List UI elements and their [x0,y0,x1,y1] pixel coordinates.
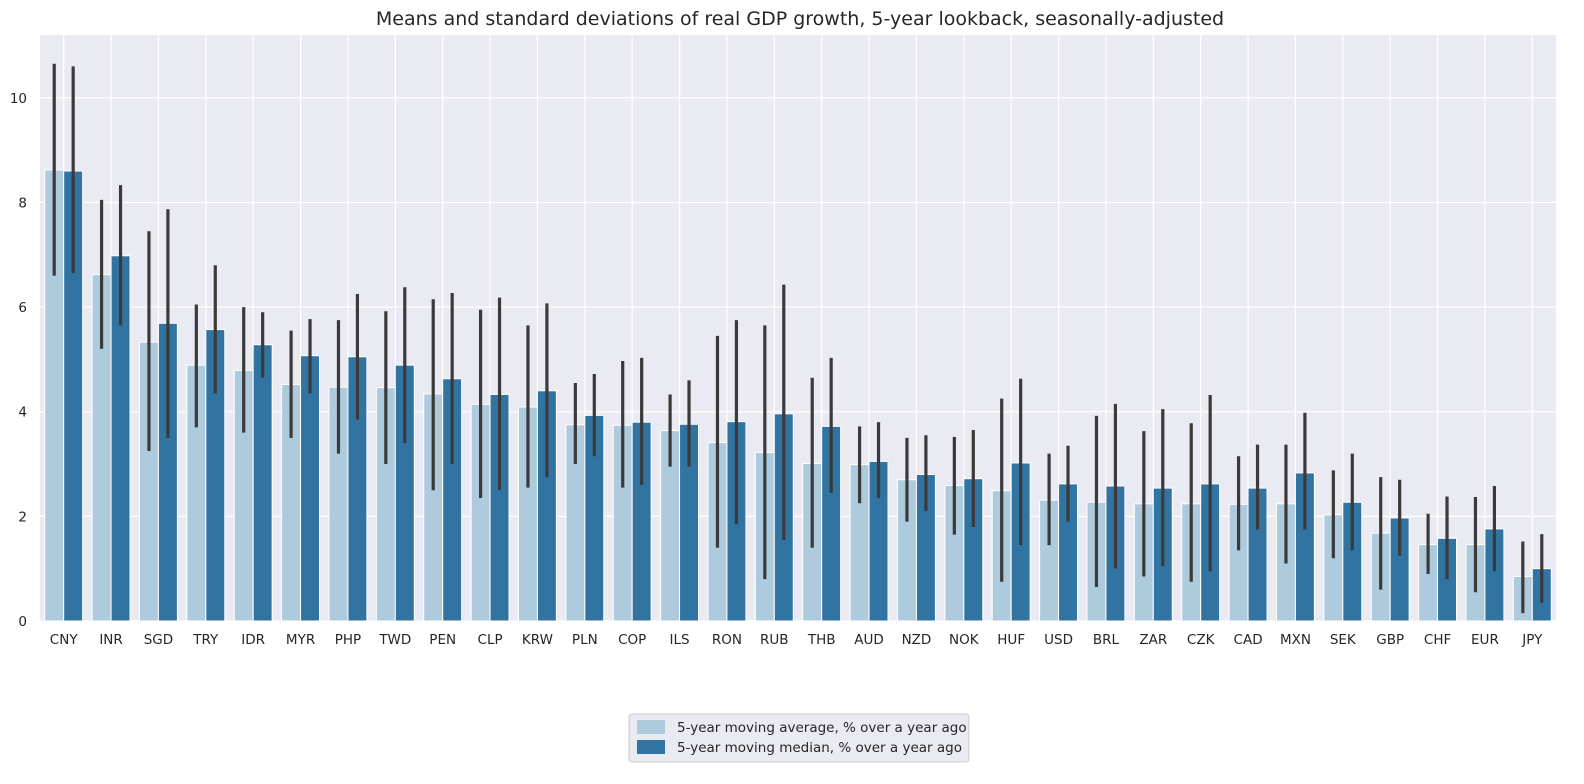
x-tick-label: CZK [1187,632,1216,648]
legend-swatch-median [637,740,665,754]
x-tick-label: IDR [241,632,265,648]
x-tick-label: CLP [478,632,503,648]
x-tick-label: TWD [378,632,411,648]
legend-label-average: 5-year moving average, % over a year ago [677,720,967,736]
bar-median [252,344,273,622]
x-tick-label: NZD [902,632,932,648]
x-tick-label: MYR [286,632,315,648]
y-tick-label: 8 [18,195,27,211]
x-tick-label: CAD [1234,632,1263,648]
chart-title: Means and standard deviations of real GD… [376,8,1224,30]
x-tick-label: GBP [1376,632,1404,648]
x-tick-label: TRY [192,632,219,648]
bar-median [300,355,321,622]
x-tick-label: EUR [1471,632,1499,648]
x-tick-label: BRL [1093,632,1120,648]
x-tick-label: ZAR [1139,632,1167,648]
x-tick-label: USD [1044,632,1073,648]
x-tick-label: SEK [1330,632,1357,648]
x-tick-label: PHP [335,632,361,648]
y-tick-label: 10 [10,91,27,107]
legend-label-median: 5-year moving median, % over a year ago [677,740,962,756]
x-tick-label: NOK [949,632,980,648]
x-tick-label: AUD [854,632,884,648]
x-tick-label: CNY [50,632,79,648]
legend-box [628,713,970,763]
x-tick-label: COP [618,632,646,648]
error-bars [52,63,1544,614]
x-tick-label: INR [99,632,122,648]
legend-swatch-average [637,720,665,734]
x-tick-label: RON [712,632,742,648]
x-tick-label: RUB [760,632,789,648]
x-tick-label: PEN [429,632,456,648]
x-tick-label: KRW [522,632,553,648]
legend: 5-year moving average, % over a year ago… [628,713,970,763]
x-tick-label: MXN [1280,632,1311,648]
x-tick-label: THB [807,632,836,648]
y-tick-label: 4 [18,405,27,421]
x-tick-label: CHF [1424,632,1451,648]
x-tick-label: HUF [997,632,1025,648]
x-tick-label: ILS [670,632,690,648]
x-tick-label: JPY [1521,632,1543,648]
y-tick-label: 6 [18,300,27,316]
x-tick-label: PLN [572,632,598,648]
x-tick-label: SGD [144,632,173,648]
y-tick-label: 2 [18,509,27,525]
y-tick-label: 0 [18,614,27,630]
axis-ticks: 0 2 4 6 8 10 CNY INR SGD TRY IDR MYR PHP TWD PEN CLP KRW… [10,91,1543,648]
